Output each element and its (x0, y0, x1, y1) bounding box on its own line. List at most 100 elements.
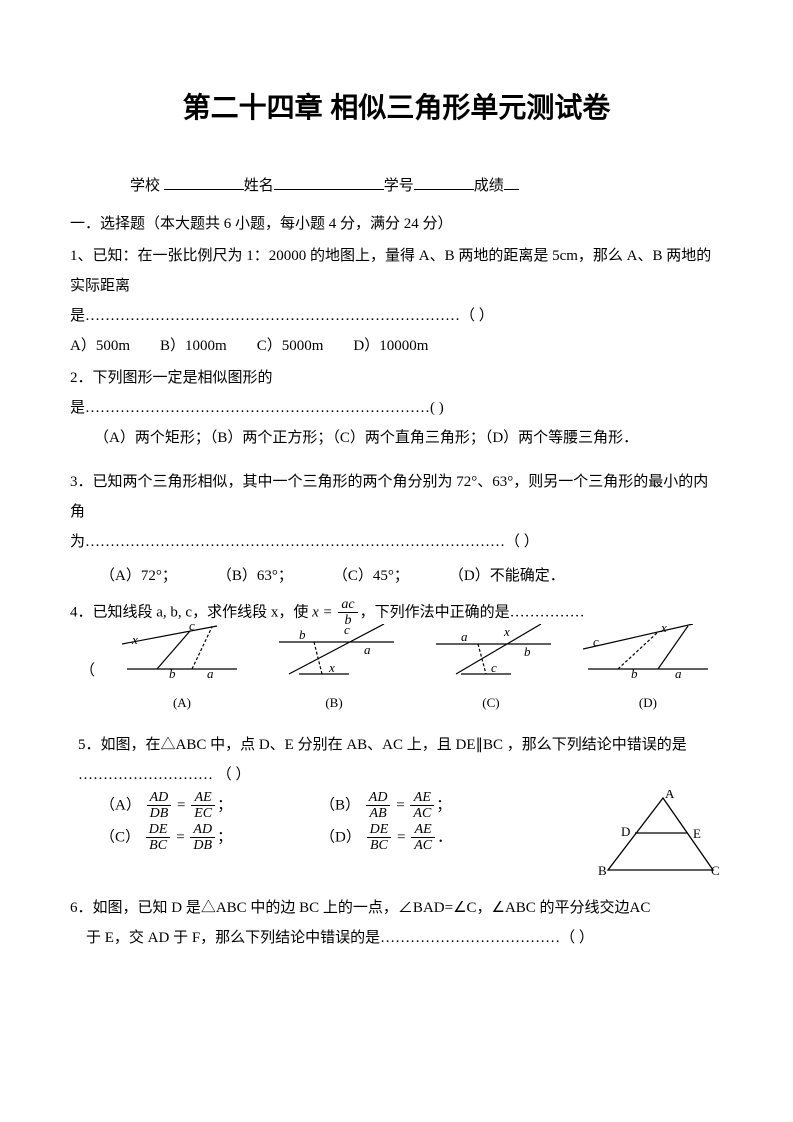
opt-post: ； (217, 829, 232, 845)
vertex-b: B (598, 863, 607, 878)
name-blank[interactable] (274, 174, 384, 190)
frac-den: AC (411, 838, 435, 853)
diagram-a-svg: x c b a (122, 624, 242, 679)
svg-text:c: c (344, 624, 350, 637)
page-title: 第二十四章 相似三角形单元测试卷 (70, 80, 723, 136)
school-label: 学校 (130, 178, 160, 194)
svg-text:x: x (660, 624, 667, 635)
q4-eq-lhs: x = (312, 604, 333, 620)
svg-text:b: b (631, 666, 638, 679)
question-4: 4．已知线段 a, b, c，求作线段 x，使 x = acb，下列作法中正确的… (70, 597, 723, 716)
q3-opt-c[interactable]: （C）45°； (333, 561, 409, 591)
q5-opt-b[interactable]: （B） ADAB = AEAC； (320, 790, 520, 822)
question-3: 3．已知两个三角形相似，其中一个三角形的两个角分别为 72°、63°，则另一个三… (70, 467, 723, 591)
id-label: 学号 (384, 178, 414, 194)
vertex-a: A (665, 790, 675, 801)
q5-opt-a[interactable]: （A） ADDB = AEEC； (100, 790, 300, 822)
frac-den: EC (191, 806, 215, 821)
diagram-b-svg: b c a x (269, 624, 399, 679)
frac-num: AE (411, 822, 435, 838)
frac-den: BC (367, 838, 392, 853)
diagram-c-svg: a x b c (426, 624, 556, 679)
svg-text:x: x (131, 632, 138, 647)
svg-text:b: b (299, 627, 306, 642)
student-info-line: 学校 姓名 学号 成绩 (70, 171, 723, 201)
q3-stem: 3．已知两个三角形相似，其中一个三角形的两个角分别为 72°、63°，则另一个三… (70, 467, 723, 527)
q5-stem: 5．如图，在△ABC 中，点 D、E 分别在 AB、AC 上，且 DE∥BC ，… (70, 730, 723, 790)
frac-num: AD (366, 790, 391, 806)
q5-figure: A B C D E (593, 790, 723, 891)
vertex-e: E (693, 826, 701, 841)
frac-num: AD (190, 822, 215, 838)
q1-opt-a[interactable]: A）500m (70, 331, 130, 361)
q4-paren: （ (80, 656, 95, 716)
q1-opt-b[interactable]: B）1000m (160, 331, 227, 361)
q3-opt-b[interactable]: （B）63°； (217, 561, 293, 591)
opt-post: ； (436, 797, 451, 813)
frac-den: AB (366, 806, 391, 821)
q4-diagram-c[interactable]: a x b c (C) (426, 624, 556, 716)
frac-num: AE (191, 790, 215, 806)
frac-num: DE (367, 822, 392, 838)
q4-label-d: (D) (583, 690, 713, 716)
q4-diagram-b[interactable]: b c a x (B) (269, 624, 399, 716)
vertex-d: D (621, 824, 630, 839)
score-blank[interactable] (504, 174, 519, 190)
svg-text:c: c (593, 634, 599, 649)
frac-num: DE (146, 822, 171, 838)
q6-line2: 于 E，交 AD 于 F，那么下列结论中错误的是………………………………（ ） (70, 923, 723, 953)
q1-opt-d[interactable]: D）10000m (353, 331, 428, 361)
q4-label-a: (A) (122, 690, 242, 716)
q6-line1: 6．如图，已知 D 是△ABC 中的边 BC 上的一点，∠BAD=∠C，∠ABC… (70, 893, 723, 923)
q4-label-c: (C) (426, 690, 556, 716)
score-label: 成绩 (474, 178, 504, 194)
id-blank[interactable] (414, 174, 474, 190)
q4-frac-num: ac (338, 597, 357, 613)
svg-text:a: a (461, 629, 468, 644)
q5-b-label: （B） (320, 797, 360, 813)
q4-label-b: (B) (269, 690, 399, 716)
svg-text:a: a (207, 666, 214, 679)
question-1: 1、已知：在一张比例尺为 1：20000 的地图上，量得 A、B 两地的距离是 … (70, 241, 723, 361)
q4-diagram-a[interactable]: x c b a (A) (122, 624, 242, 716)
svg-text:c: c (189, 624, 195, 633)
q1-stem: 1、已知：在一张比例尺为 1：20000 的地图上，量得 A、B 两地的距离是 … (70, 241, 723, 301)
name-label: 姓名 (244, 178, 274, 194)
q4-diagram-d[interactable]: c x b a (D) (583, 624, 713, 716)
q4-stem-pre: 4．已知线段 a, b, c，求作线段 x，使 (70, 604, 312, 620)
q2-opts[interactable]: （A）两个矩形；（B）两个正方形；（C）两个直角三角形；（D）两个等腰三角形． (70, 423, 723, 453)
section-heading: 一．选择题（本大题共 6 小题，每小题 4 分，满分 24 分） (70, 209, 723, 239)
q3-opt-d[interactable]: （D）不能确定． (449, 561, 565, 591)
q2-stem: 2．下列图形一定是相似图形的 (70, 363, 723, 393)
svg-text:x: x (503, 624, 510, 639)
opt-post: ； (217, 797, 232, 813)
frac-num: AE (410, 790, 434, 806)
q5-opt-d[interactable]: （D） DEBC = AEAC． (320, 822, 520, 854)
diagram-d-svg: c x b a (583, 624, 713, 679)
q5-a-label: （A） (100, 797, 141, 813)
q4-stem-post: ，下列作法中正确的是…………… (360, 604, 585, 620)
frac-den: AC (410, 806, 434, 821)
frac-den: DB (147, 806, 172, 821)
question-5: 5．如图，在△ABC 中，点 D、E 分别在 AB、AC 上，且 DE∥BC ，… (70, 730, 723, 891)
opt-post: ． (437, 829, 452, 845)
svg-text:b: b (524, 644, 531, 659)
frac-num: AD (147, 790, 172, 806)
q5-d-label: （D） (320, 829, 361, 845)
school-blank[interactable] (164, 174, 244, 190)
q5-c-label: （C） (100, 829, 140, 845)
vertex-c: C (711, 863, 720, 878)
question-6: 6．如图，已知 D 是△ABC 中的边 BC 上的一点，∠BAD=∠C，∠ABC… (70, 893, 723, 953)
q3-tail: 为…………………………………………………………………………（ ） (70, 527, 723, 557)
q1-opt-c[interactable]: C）5000m (257, 331, 324, 361)
frac-den: BC (146, 838, 171, 853)
q2-tail: 是……………………………………………………………( ) (70, 393, 723, 423)
svg-text:a: a (675, 666, 682, 679)
svg-text:c: c (491, 660, 497, 675)
q1-tail: 是…………………………………………………………………（ ） (70, 301, 723, 331)
q5-opt-c[interactable]: （C） DEBC = ADDB； (100, 822, 300, 854)
question-2: 2．下列图形一定是相似图形的 是……………………………………………………………(… (70, 363, 723, 453)
frac-den: DB (190, 838, 215, 853)
q3-opt-a[interactable]: （A）72°； (100, 561, 177, 591)
svg-text:a: a (364, 642, 371, 657)
